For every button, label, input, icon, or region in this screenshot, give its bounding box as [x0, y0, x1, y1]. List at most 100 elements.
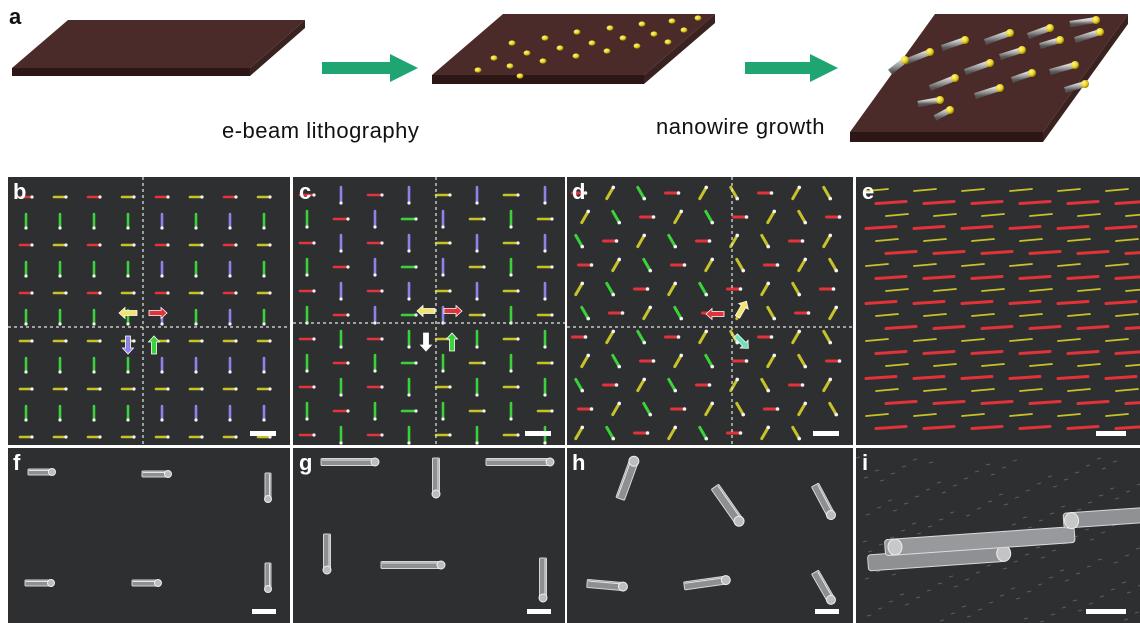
wire-tip [126, 370, 130, 374]
background-speck [966, 615, 972, 618]
wire-tip [339, 393, 343, 397]
wire-tip [126, 226, 130, 230]
background-speck [1049, 512, 1055, 515]
nanowire-mark [980, 325, 1014, 330]
background-speck [964, 578, 970, 581]
wire-tip [448, 385, 452, 389]
direction-arrow [733, 333, 749, 349]
panel-label-a: a [9, 4, 22, 29]
wire-tip [797, 185, 802, 190]
nanowire-mark [1019, 238, 1043, 242]
wire-tip [305, 417, 309, 421]
nanowire-mark [1115, 313, 1139, 317]
catalyst-tip [1006, 29, 1014, 37]
wire-tip [797, 436, 802, 441]
wire-tip [414, 265, 418, 269]
wire-tip [166, 291, 170, 295]
background-speck [1113, 561, 1119, 564]
background-speck [1123, 618, 1129, 621]
nanowire-mark [1115, 388, 1139, 392]
background-speck [899, 593, 905, 596]
background-speck [901, 465, 907, 468]
nanowire-mark [884, 400, 918, 405]
wire-tip [682, 263, 687, 267]
background-speck [878, 543, 884, 546]
nanowire-mark [636, 377, 646, 393]
background-speck [1036, 482, 1042, 485]
wire-tip [262, 226, 266, 230]
background-speck [900, 529, 906, 532]
wire-tip [738, 287, 743, 291]
wire-tip [339, 297, 343, 301]
wire-tip [414, 361, 418, 365]
nanowire-mark [971, 238, 995, 242]
scale-bar [525, 431, 551, 436]
background-speck [887, 499, 893, 502]
nanowire-mark [1125, 213, 1140, 217]
nanowire-mark [822, 233, 832, 249]
wire-tip [516, 385, 520, 389]
wire-tip [98, 387, 102, 391]
nanowire-mark [1057, 188, 1081, 192]
panel-label-b: b [13, 179, 27, 204]
background-speck [1025, 489, 1031, 492]
wire-tip [228, 226, 232, 230]
nanowire-mark [912, 225, 946, 230]
wire-tip [414, 313, 418, 317]
nanowire-mark [923, 313, 947, 317]
wire-tip [407, 393, 411, 397]
nanowire-mark [865, 413, 889, 417]
background-speck [865, 513, 871, 516]
nanowire-mark [380, 560, 446, 570]
wire-tip [132, 339, 136, 343]
nanowire-mark [822, 329, 832, 345]
sem-panel-b [8, 177, 290, 445]
background-speck [1037, 583, 1043, 586]
catalyst-dot [572, 53, 580, 59]
background-speck [1035, 546, 1041, 549]
nanowire-mark [933, 213, 957, 217]
background-speck [1038, 519, 1044, 522]
nanowire-mark [1077, 288, 1101, 292]
wire-tip [346, 217, 350, 221]
nanowire-mark [636, 185, 646, 201]
nanowire-mark [580, 305, 590, 321]
wire-tip [642, 377, 647, 382]
nanowire-mark [981, 213, 1005, 217]
wire-tip [312, 385, 316, 389]
wire-tip [735, 233, 740, 238]
wire-tip [58, 418, 62, 422]
wire-tip [380, 385, 384, 389]
wire-tip [482, 217, 486, 221]
nanowire-mark [704, 257, 714, 273]
background-speck [950, 612, 956, 615]
nanowire-mark [766, 305, 776, 321]
wire-tip [24, 274, 28, 278]
wire-tip [509, 225, 513, 229]
background-speck [953, 585, 959, 588]
nanowire-mark [735, 401, 745, 417]
wire-tip [516, 289, 520, 293]
nanowire-mark [711, 484, 745, 527]
wire-tip [228, 322, 232, 326]
nanowire-mark [760, 425, 770, 441]
wire-tip [797, 329, 802, 334]
wire-tip [475, 441, 479, 445]
wire-tip [589, 407, 594, 411]
wire-tip [586, 316, 591, 321]
catalyst-dot [490, 55, 498, 61]
wire-tip [64, 387, 68, 391]
scale-bar [1096, 431, 1126, 436]
wire-tip [834, 412, 839, 417]
sem-panel-h [567, 448, 853, 623]
wire-tip [407, 345, 411, 349]
sem-panel-d [567, 177, 853, 445]
nanowire-mark [538, 557, 548, 603]
nanowire-mark [922, 200, 956, 205]
nanowire-mark [580, 353, 590, 369]
nanowire-mark [698, 281, 708, 297]
nanowire-mark [875, 388, 899, 392]
wire-tip [550, 265, 554, 269]
background-speck [952, 484, 958, 487]
nanowire-mark [864, 375, 898, 380]
